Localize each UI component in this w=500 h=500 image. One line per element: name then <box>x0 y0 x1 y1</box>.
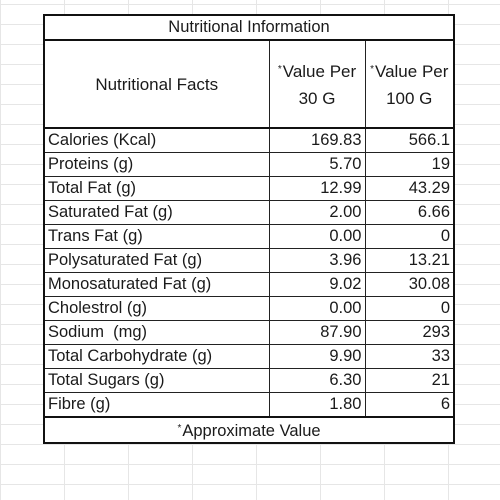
header-value-per-100g-label: Value Per 100 G <box>375 62 449 108</box>
table-row: Trans Fat (g) 0.00 0 <box>43 224 455 249</box>
value-per-30g: 0.00 <box>268 224 366 249</box>
table-row: Calories (Kcal) 169.83 566.1 <box>43 127 455 153</box>
header-nutritional-facts: Nutritional Facts <box>43 39 270 129</box>
value-per-30g: 3.96 <box>268 248 366 273</box>
footnote-text: Approximate Value <box>182 422 321 440</box>
row-label: Proteins (g) <box>43 152 270 177</box>
value-per-30g: 12.99 <box>268 176 366 201</box>
header-value-per-30g-label: Value Per 30 G <box>282 62 357 108</box>
row-label: Cholestrol (g) <box>43 296 270 321</box>
value-per-100g: 43.29 <box>364 176 455 201</box>
table-row: Proteins (g) 5.70 19 <box>43 152 455 177</box>
nutrition-table: Nutritional Information Nutritional Fact… <box>43 14 456 444</box>
table-row: Total Carbohydrate (g) 9.90 33 <box>43 344 455 369</box>
table-row: Total Fat (g) 12.99 43.29 <box>43 176 455 201</box>
table-row: Sodium (mg) 87.90 293 <box>43 320 455 345</box>
row-label: Sodium (mg) <box>43 320 270 345</box>
value-per-100g: 19 <box>364 152 455 177</box>
table-row: Total Sugars (g) 6.30 21 <box>43 368 455 393</box>
asterisk-marker: * <box>177 423 182 434</box>
row-label: Total Sugars (g) <box>43 368 270 393</box>
table-row: Cholestrol (g) 0.00 0 <box>43 296 455 321</box>
value-per-30g: 5.70 <box>268 152 366 177</box>
row-label: Monosaturated Fat (g) <box>43 272 270 297</box>
table-row: Fibre (g) 1.80 6 <box>43 392 455 418</box>
value-per-100g: 6 <box>364 392 455 418</box>
value-per-100g: 0 <box>364 296 455 321</box>
value-per-100g: 293 <box>364 320 455 345</box>
value-per-30g: 6.30 <box>268 368 366 393</box>
table-title: Nutritional Information <box>43 14 455 41</box>
row-label: Total Fat (g) <box>43 176 270 201</box>
value-per-30g: 0.00 <box>268 296 366 321</box>
row-label: Calories (Kcal) <box>43 127 270 153</box>
row-label: Saturated Fat (g) <box>43 200 270 225</box>
value-per-30g: 9.02 <box>268 272 366 297</box>
value-per-100g: 566.1 <box>364 127 455 153</box>
header-value-per-30g: *Value Per 30 G <box>268 39 366 129</box>
value-per-100g: 33 <box>364 344 455 369</box>
row-label: Polysaturated Fat (g) <box>43 248 270 273</box>
row-label: Trans Fat (g) <box>43 224 270 249</box>
table-row: Saturated Fat (g) 2.00 6.66 <box>43 200 455 225</box>
table-row: Monosaturated Fat (g) 9.02 30.08 <box>43 272 455 297</box>
row-label: Fibre (g) <box>43 392 270 418</box>
value-per-30g: 9.90 <box>268 344 366 369</box>
value-per-30g: 87.90 <box>268 320 366 345</box>
footnote: *Approximate Value <box>43 416 455 444</box>
asterisk-marker: * <box>277 64 282 75</box>
value-per-30g: 169.83 <box>268 127 366 153</box>
row-label: Total Carbohydrate (g) <box>43 344 270 369</box>
value-per-30g: 1.80 <box>268 392 366 418</box>
value-per-100g: 13.21 <box>364 248 455 273</box>
table-row: Polysaturated Fat (g) 3.96 13.21 <box>43 248 455 273</box>
value-per-100g: 30.08 <box>364 272 455 297</box>
asterisk-marker: * <box>370 64 374 75</box>
value-per-100g: 21 <box>364 368 455 393</box>
value-per-100g: 6.66 <box>364 200 455 225</box>
value-per-30g: 2.00 <box>268 200 366 225</box>
value-per-100g: 0 <box>364 224 455 249</box>
header-value-per-100g: *Value Per 100 G <box>364 39 455 129</box>
